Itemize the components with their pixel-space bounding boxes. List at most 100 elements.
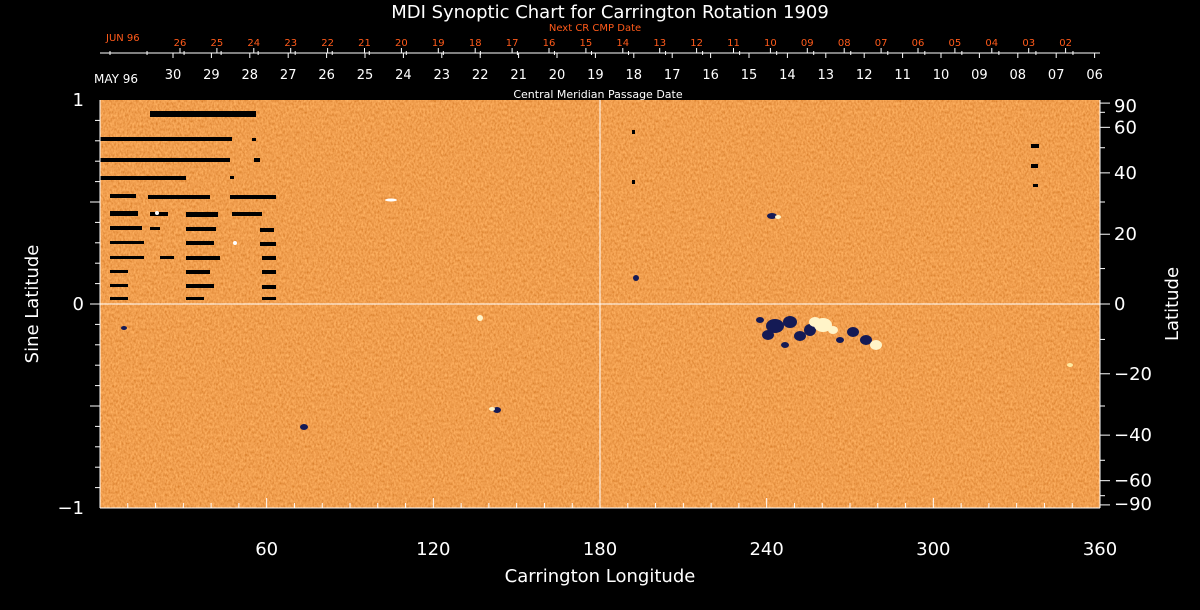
x-tick-label: 300 [916,539,950,560]
magnetic-spot [762,330,774,340]
data-gap [186,256,220,260]
data-gap [230,195,276,199]
next-cr-axis-label: Next CR CMP Date [549,23,641,34]
cmp-day-label: 21 [510,68,527,83]
data-gap [262,285,276,289]
next-cr-day-label: 22 [321,38,334,49]
magnetic-spot [847,327,859,337]
data-gap [160,256,174,259]
cmp-day-label: 23 [434,68,451,83]
magnetic-spot [385,198,397,202]
data-gap [632,180,635,184]
magnetic-spot [836,337,844,343]
x-tick-label: 240 [749,539,783,560]
magnetic-spot [870,340,882,350]
cmp-day-label: 15 [741,68,758,83]
cmp-day-label: 13 [818,68,835,83]
cmp-day-label: 14 [779,68,796,83]
cmp-day-label: 07 [1048,68,1065,83]
magnetic-spot [493,407,501,413]
next-cr-day-label: 07 [875,38,888,49]
data-gap [262,297,276,300]
data-gap [110,194,136,198]
magnetic-spot [775,215,781,219]
data-gap [262,256,276,260]
cmp-day-label: 06 [1086,68,1103,83]
data-gap [110,297,128,300]
magnetic-spot [477,315,483,321]
cmp-day-label: 17 [664,68,681,83]
next-cr-month-label: JUN 96 [105,33,140,44]
next-cr-day-label: 13 [653,38,666,49]
y-left-tick-label: 0 [73,294,84,315]
cmp-day-label: 11 [894,68,911,83]
data-gap [230,176,234,179]
cmp-day-label: 28 [242,68,259,83]
y-right-tick-label: 60 [1114,117,1137,138]
y-left-axis-title: Sine Latitude [22,245,43,364]
magnetic-spot [233,241,237,245]
magnetic-spot [828,326,838,334]
y-right-axis-title: Latitude [1162,267,1183,341]
y-right-tick-label: 90 [1114,96,1137,117]
data-gap [254,158,260,162]
cmp-day-label: 16 [702,68,719,83]
x-axis-title: Carrington Longitude [505,566,696,587]
data-gaps [100,111,1039,300]
data-gap [186,227,216,231]
magnetic-spot [783,316,797,328]
data-gap [252,138,256,141]
cmp-day-label: 24 [395,68,412,83]
data-gap [148,195,210,199]
y-right-tick-label: −90 [1114,494,1152,515]
next-cr-day-label: 02 [1059,38,1072,49]
magnetic-features [121,198,1073,430]
next-cr-day-label: 08 [838,38,851,49]
y-right-tick-label: 0 [1114,294,1125,315]
data-gap [186,241,214,245]
next-cr-day-label: 04 [985,38,998,49]
magnetic-spot [794,331,806,341]
data-gap [100,137,232,141]
magnetic-spot [766,319,784,333]
data-gap [186,297,204,300]
data-gap [100,158,230,162]
next-cr-day-label: 10 [764,38,777,49]
x-tick-label: 360 [1083,539,1117,560]
cmp-day-label: 26 [318,68,335,83]
next-cr-day-label: 16 [543,38,556,49]
data-gap [186,284,214,288]
y-left-tick-label: 1 [73,90,84,111]
y-right-tick-label: 20 [1114,224,1137,245]
next-cr-day-label: 19 [432,38,445,49]
next-cr-day-label: 24 [247,38,260,49]
data-gap [186,270,210,274]
y-right-tick-label: −40 [1114,425,1152,446]
cmp-day-label: 25 [357,68,374,83]
next-cr-ticks: 26 25 24 23 22 21 20 19 18 17 16 15 14 13 12 11 10 09 08 07… [109,38,1074,55]
data-gap [110,256,144,259]
chart-title: MDI Synoptic Chart for Carrington Rotati… [391,2,829,23]
data-gap [186,212,218,217]
next-cr-day-label: 15 [580,38,593,49]
magnetic-spot [633,275,639,281]
magnetic-spot [781,342,789,348]
magnetic-spot [767,213,777,219]
next-cr-day-label: 11 [727,38,740,49]
data-gap [1033,184,1038,187]
data-gap [110,284,128,287]
data-gap [1031,144,1039,148]
magnetic-spot [121,326,127,330]
data-gap [260,228,274,232]
magnetic-spot [860,335,872,345]
next-cr-day-label: 20 [395,38,408,49]
cmp-day-label: 20 [549,68,566,83]
x-tick-label: 180 [583,539,617,560]
next-cr-day-label: 21 [358,38,371,49]
data-gap [110,211,138,216]
data-gap [1031,164,1038,168]
x-tick-label: 120 [416,539,450,560]
cmp-day-label: 10 [933,68,950,83]
